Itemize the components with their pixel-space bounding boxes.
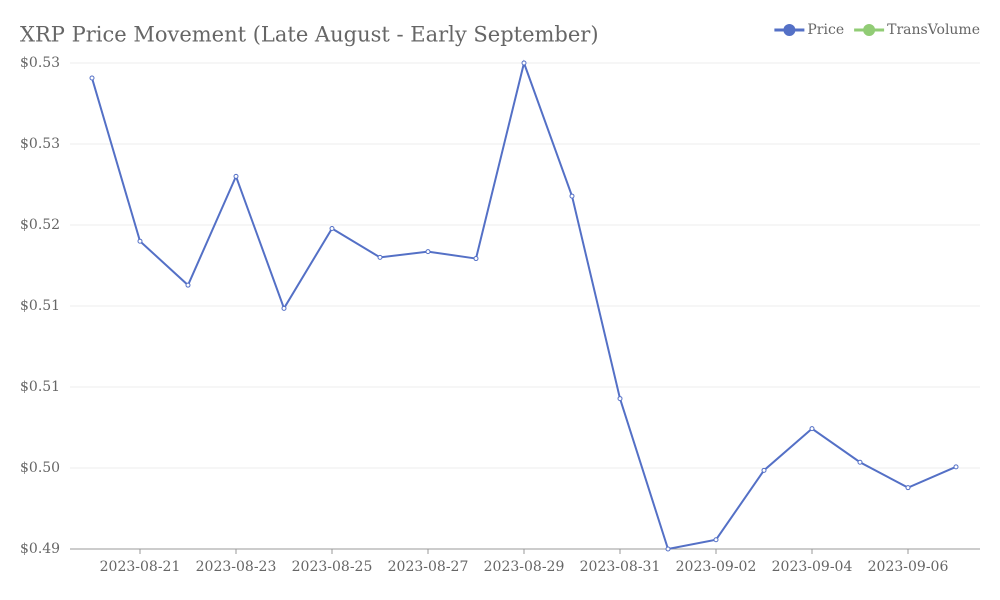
point [89, 75, 95, 81]
point [809, 426, 815, 432]
point [617, 396, 623, 402]
y-tick-label: $0.51 [20, 379, 60, 395]
x-tick-label: 2023-08-21 [100, 559, 181, 575]
x-tick-label: 2023-08-23 [196, 559, 277, 575]
x-tick-label: 2023-08-31 [580, 559, 661, 575]
point [521, 60, 527, 66]
point [185, 282, 191, 288]
point [233, 173, 239, 179]
legend-label: Price [807, 22, 844, 38]
point [425, 249, 431, 255]
point [473, 256, 479, 262]
x-tick-label: 2023-08-27 [388, 559, 469, 575]
legend-dot [863, 24, 876, 36]
x-tick-label: 2023-09-04 [772, 559, 853, 575]
point [137, 238, 143, 244]
point [329, 225, 335, 231]
chart-title: XRP Price Movement (Late August - Early … [20, 23, 599, 47]
point [905, 485, 911, 491]
point [713, 537, 719, 543]
point [953, 464, 959, 470]
point [377, 254, 383, 260]
y-tick-label: $0.53 [20, 55, 60, 71]
point [281, 305, 287, 311]
x-tick-label: 2023-08-25 [292, 559, 373, 575]
y-tick-label: $0.50 [20, 460, 60, 476]
legend-label: TransVolume [887, 22, 980, 38]
y-tick-label: $0.49 [20, 541, 60, 557]
x-tick-label: 2023-08-29 [484, 559, 565, 575]
y-tick-label: $0.53 [20, 136, 60, 152]
point [857, 459, 863, 465]
point [569, 193, 575, 199]
point [761, 467, 767, 473]
x-tick-label: 2023-09-06 [868, 559, 949, 575]
point [665, 546, 671, 552]
legend-dot [783, 24, 796, 36]
y-tick-label: $0.52 [20, 217, 60, 233]
x-tick-label: 2023-09-02 [676, 559, 757, 575]
y-tick-label: $0.51 [20, 298, 60, 314]
